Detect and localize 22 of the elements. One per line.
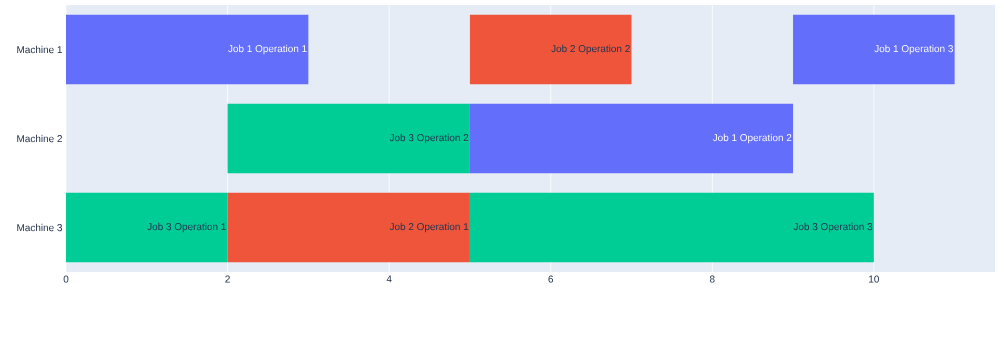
bar	[793, 14, 955, 85]
x-tick-label: 0	[63, 275, 69, 283]
y-tick-label: Machine 3	[17, 223, 63, 232]
bar	[227, 192, 470, 263]
x-tick-label: 6	[548, 275, 554, 283]
data-label: Job 1 Operation 3	[874, 44, 953, 55]
data-label: Job 3 Operation 3	[793, 222, 873, 233]
data-label: Job 1 Operation 2	[712, 133, 792, 144]
x-tick-label: 2	[225, 275, 230, 283]
data-label: Job 1 Operation 1	[228, 44, 307, 55]
bar	[469, 14, 632, 85]
data-label: Job 3 Operation 1	[147, 222, 226, 233]
x-tick-label: 10	[869, 275, 879, 283]
data-label: Job 2 Operation 2	[551, 44, 630, 55]
y-tick-label: Machine 1	[17, 45, 62, 54]
data-label: Job 2 Operation 1	[389, 222, 469, 233]
x-tick-label: 8	[709, 275, 715, 283]
bar	[227, 103, 470, 174]
bar	[66, 192, 228, 263]
data-label: Job 3 Operation 2	[389, 133, 469, 144]
x-tick-label: 4	[386, 275, 392, 283]
y-tick-label: Machine 2	[17, 134, 62, 143]
